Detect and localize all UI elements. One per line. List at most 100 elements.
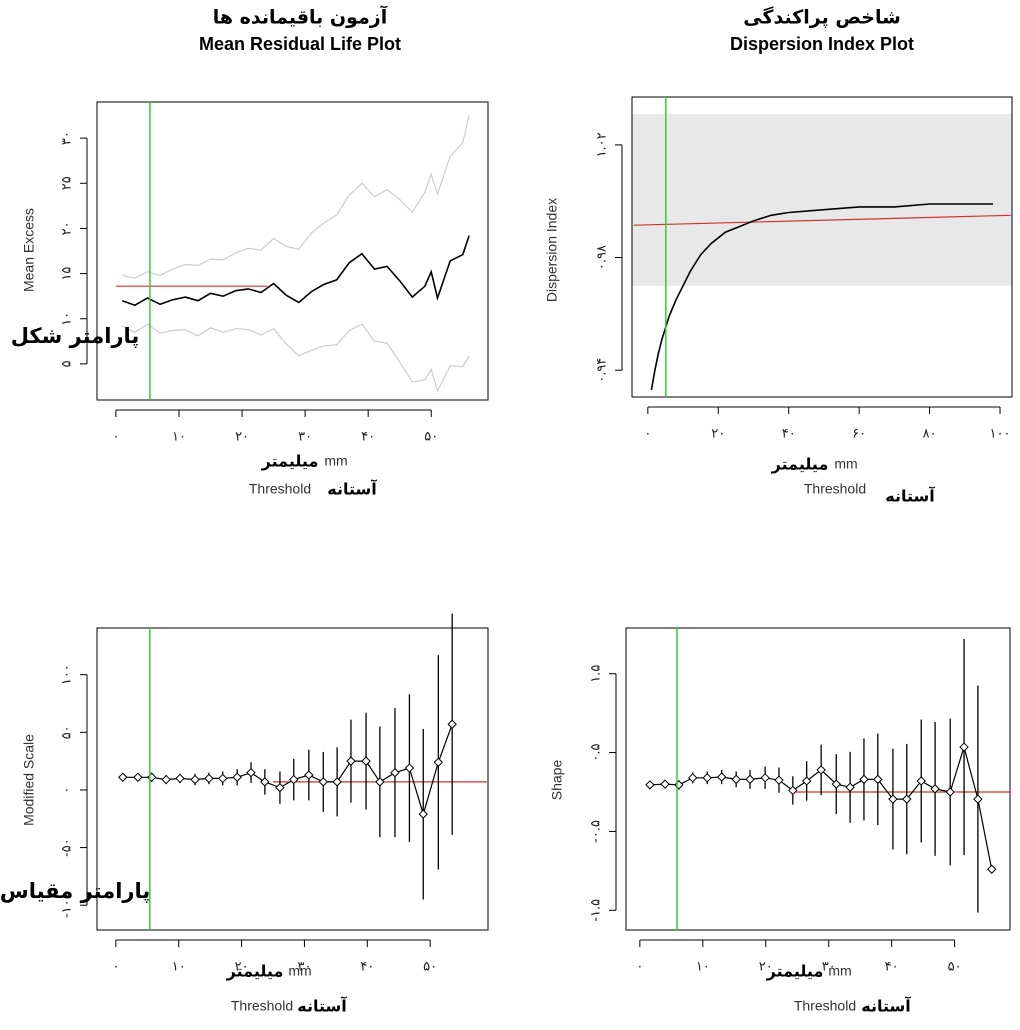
x-tick-label: ۲۰ xyxy=(759,960,773,975)
point xyxy=(133,772,143,782)
confidence-band xyxy=(632,113,1012,286)
x-axis-title: Threshold xyxy=(231,998,293,1014)
series-line xyxy=(122,115,470,279)
point xyxy=(318,777,329,787)
series-line xyxy=(650,203,993,391)
y-tick-label: ۰ xyxy=(60,786,75,793)
x-tick-label: ۵۰ xyxy=(948,960,962,975)
point xyxy=(361,756,371,766)
x-tick-label: ۱۰ xyxy=(172,430,186,445)
x-axis-title: Threshold xyxy=(249,481,311,497)
point xyxy=(660,779,670,789)
point xyxy=(175,773,185,784)
y-tick-label: ۱۰ xyxy=(60,312,75,326)
series-line xyxy=(633,214,1011,226)
chart-subtitle: Mean Residual Life Plot xyxy=(199,34,401,54)
point xyxy=(930,784,940,794)
point xyxy=(346,756,356,766)
x-tick-label: ۰ xyxy=(644,427,651,442)
y-tick-label: ۰.۵ xyxy=(589,744,604,762)
point xyxy=(447,719,457,729)
point xyxy=(404,763,415,773)
point xyxy=(731,774,741,785)
y-tick-label: ۵ xyxy=(60,360,75,367)
unit-fa: میلیمتر xyxy=(226,962,284,981)
plot-box xyxy=(625,627,1011,931)
x-tick-label: ۲۰ xyxy=(235,960,249,975)
x-tick-label: ۱۰ xyxy=(696,960,710,975)
point xyxy=(702,773,712,783)
y-tick-label: ۰.۹۸ xyxy=(595,245,610,270)
x-axis-title-fa: آستانه xyxy=(861,996,911,1016)
point xyxy=(232,772,242,782)
unit-fa: میلیمتر xyxy=(771,455,829,474)
y-tick-label: ۵۰ xyxy=(60,725,75,739)
point xyxy=(289,774,299,785)
y-axis-title: Mean Excess xyxy=(21,208,37,292)
point xyxy=(674,780,684,790)
point xyxy=(332,777,342,787)
x-axis-title: Threshold xyxy=(794,998,856,1014)
point xyxy=(888,794,898,804)
unit: mm xyxy=(324,453,347,469)
point xyxy=(987,864,997,874)
x-tick-label: ۸۰ xyxy=(923,427,937,442)
x-tick-label: ۳۰ xyxy=(297,960,311,975)
x-tick-label: ۵۰ xyxy=(423,960,437,975)
x-axis-title-fa: آستانه xyxy=(327,479,377,499)
y-tick-label: -۰.۵ xyxy=(589,820,604,843)
x-tick-label: ۰ xyxy=(636,960,643,975)
x-tick-label: ۳۰ xyxy=(822,960,836,975)
point xyxy=(916,776,926,786)
y-tick-label: ۰.۹۴ xyxy=(595,358,610,383)
x-axis-title-fa: آستانه xyxy=(885,486,935,506)
point xyxy=(688,773,698,783)
point xyxy=(275,782,285,793)
x-tick-label: ۴۰ xyxy=(885,960,899,975)
x-tick-label: ۲۰ xyxy=(235,430,249,445)
x-tick-label: ۶۰ xyxy=(852,427,866,442)
point xyxy=(745,774,755,785)
point xyxy=(859,774,869,785)
point xyxy=(945,787,955,797)
x-tick-label: ۵۰ xyxy=(424,430,438,445)
connecting-line xyxy=(122,723,453,817)
series-line xyxy=(121,235,470,307)
point xyxy=(801,776,812,786)
annotation: پارامتر شکل xyxy=(11,324,140,348)
unit-fa: میلیمتر xyxy=(766,962,824,981)
unit: mm xyxy=(834,456,857,472)
x-tick-label: ۰ xyxy=(112,430,119,445)
point xyxy=(816,765,826,775)
y-tick-label: -۱۰۰ xyxy=(60,892,75,918)
x-tick-label: ۲۰ xyxy=(711,427,725,442)
y-tick-label: -۵۰ xyxy=(60,838,75,857)
x-tick-label: ۴۰ xyxy=(360,960,374,975)
point xyxy=(845,782,855,792)
chart-title: شاخص پراکندگی xyxy=(743,6,901,29)
x-tick-label: ۴۰ xyxy=(361,430,375,445)
unit: mm xyxy=(828,963,851,979)
point xyxy=(831,779,841,789)
y-tick-label: ۱۵ xyxy=(60,267,75,281)
point xyxy=(218,773,228,784)
point xyxy=(375,777,385,787)
y-axis-title: Dispersion Index xyxy=(544,198,560,302)
plot-box xyxy=(96,627,489,931)
annotation: پارامتر مقیاس xyxy=(0,879,150,903)
point xyxy=(161,774,171,785)
x-tick-label: ۱۰۰ xyxy=(990,427,1011,442)
point xyxy=(246,767,256,778)
series-line xyxy=(121,323,470,393)
x-axis-title-fa: آستانه xyxy=(297,996,347,1016)
y-tick-label: -۱.۵ xyxy=(589,899,604,922)
point xyxy=(433,757,444,767)
chart-subtitle: Dispersion Index Plot xyxy=(730,34,914,54)
y-tick-label: ۱.۵ xyxy=(589,665,604,683)
x-tick-label: ۱۰ xyxy=(172,960,186,975)
chart-title: آزمون باقیمانده ها xyxy=(213,5,388,29)
x-tick-label: ۴۰ xyxy=(782,427,796,442)
point xyxy=(760,773,770,783)
y-axis-title: Modified Scale xyxy=(21,734,37,826)
